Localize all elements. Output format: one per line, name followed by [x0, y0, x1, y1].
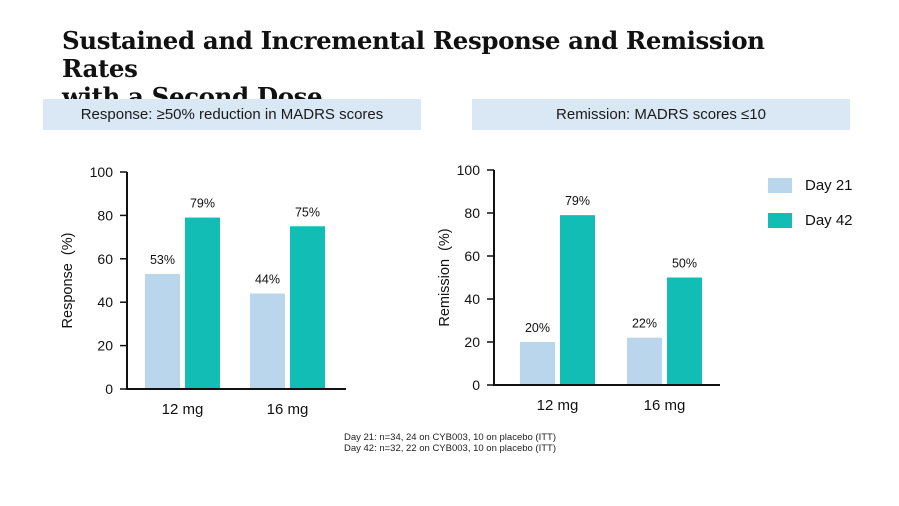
remission-y-tick-label: 100 [457, 162, 481, 178]
legend-label-day21: Day 21 [805, 176, 853, 194]
remission-panel-header: Remission: MADRS scores ≤10 [472, 99, 850, 130]
remission-y-tick-label: 40 [464, 291, 480, 307]
response-category-label: 16 mg [267, 401, 309, 418]
legend-swatch-day42 [768, 212, 792, 228]
remission-y-axis-label: Remission (%) [437, 228, 453, 326]
response-y-axis-label: Response (%) [60, 233, 76, 329]
footnote-day42: Day 42: n=32, 22 on CYB003, 10 on placeb… [343, 443, 557, 454]
response-bar-12mg-day21 [145, 273, 180, 389]
response-data-label: 79% [190, 197, 215, 211]
response-bar-16mg-day21 [250, 293, 285, 389]
remission-data-label: 79% [565, 194, 590, 208]
response-y-tick-label: 40 [97, 294, 113, 310]
remission-y-tick-label: 0 [472, 377, 480, 393]
response-y-tick-label: 100 [90, 164, 114, 180]
response-data-label: 44% [255, 273, 280, 287]
footnote-day21: Day 21: n=34, 24 on CYB003, 10 on placeb… [343, 432, 557, 443]
legend-item-day42: Day 42 [768, 211, 853, 229]
page-title: Sustained and Incremental Response and R… [62, 27, 842, 111]
remission-y-tick-label: 60 [464, 248, 480, 264]
title-line-1: Sustained and Incremental Response and R… [62, 26, 765, 83]
remission-data-label: 50% [672, 257, 697, 271]
remission-bar-12mg-day21 [520, 342, 555, 385]
remission-bar-16mg-day21 [627, 337, 662, 385]
response-data-label: 53% [150, 253, 175, 267]
remission-category-label: 12 mg [537, 397, 579, 414]
response-category-label: 12 mg [162, 401, 204, 418]
response-bar-12mg-day42 [185, 217, 220, 389]
remission-bar-16mg-day42 [667, 277, 702, 385]
legend-label-day42: Day 42 [805, 211, 853, 229]
remission-data-label: 22% [632, 317, 657, 331]
remission-category-label: 16 mg [644, 397, 686, 414]
remission-data-label: 20% [525, 321, 550, 335]
response-data-label: 75% [295, 205, 320, 219]
response-panel-header: Response: ≥50% reduction in MADRS scores [43, 99, 421, 130]
remission-bar-12mg-day42 [560, 215, 595, 385]
response-y-tick-label: 0 [105, 381, 113, 397]
remission-y-tick-label: 80 [464, 205, 480, 221]
legend: Day 21 Day 42 [768, 176, 853, 246]
response-y-tick-label: 20 [97, 338, 113, 354]
legend-swatch-day21 [768, 177, 792, 193]
response-bar-16mg-day42 [290, 226, 325, 389]
response-y-tick-label: 80 [97, 207, 113, 223]
remission-y-tick-label: 20 [464, 334, 480, 350]
response-y-tick-label: 60 [97, 251, 113, 267]
legend-item-day21: Day 21 [768, 176, 853, 194]
